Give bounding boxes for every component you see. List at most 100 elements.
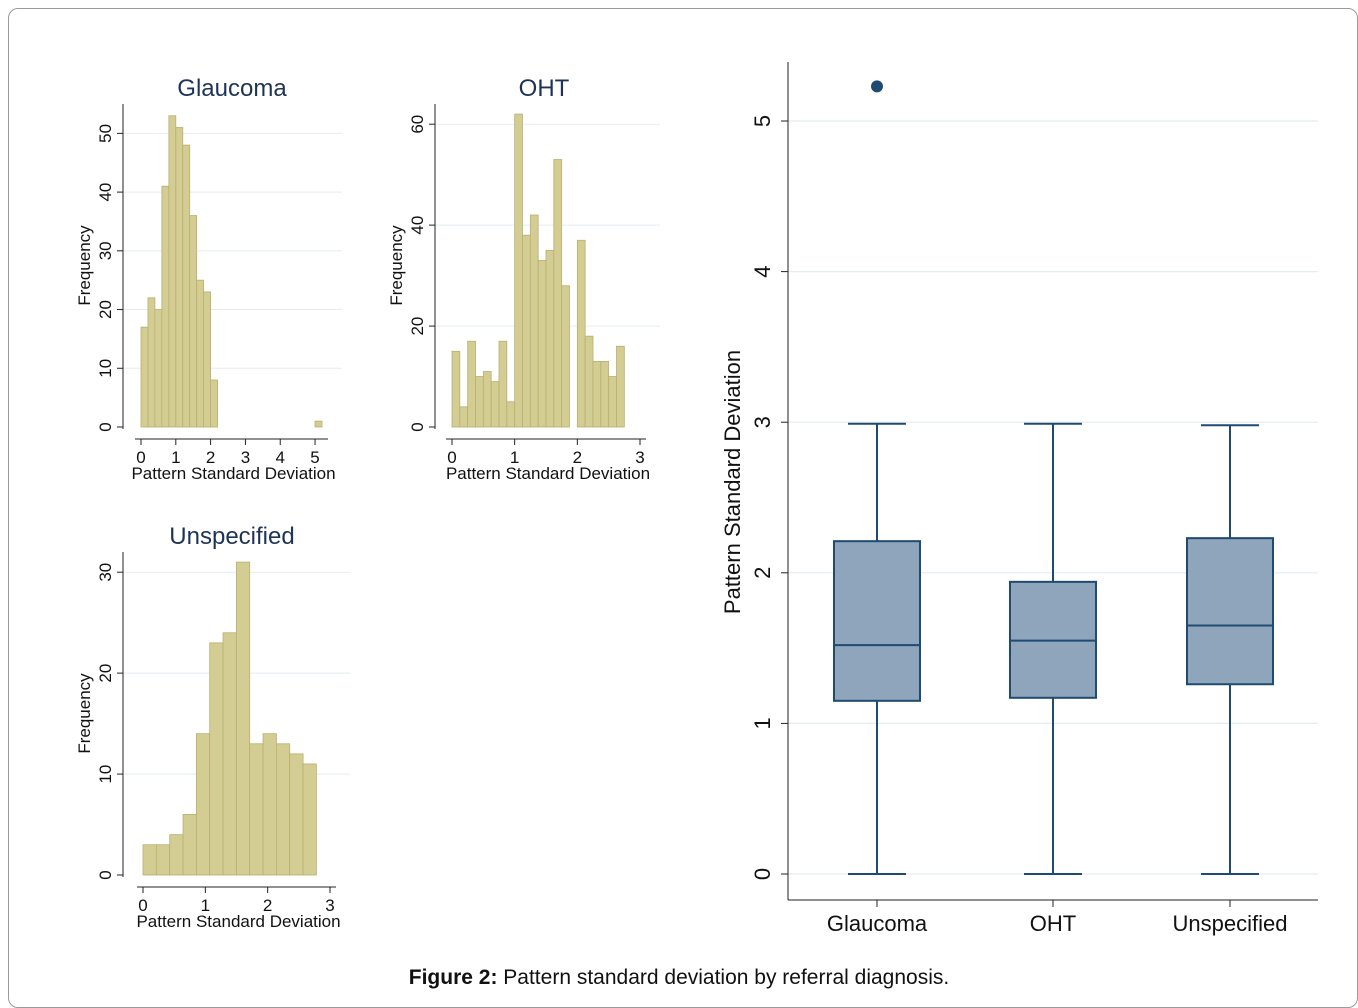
histogram-bar	[561, 285, 570, 428]
y-tick-label: 20	[96, 300, 115, 319]
x-tick-label: 0	[447, 448, 456, 467]
y-tick-label: 30	[96, 563, 115, 582]
x-tick-label: Unspecified	[1173, 911, 1288, 936]
caption-text: Pattern standard deviation by referral d…	[497, 966, 950, 989]
figure-caption: Figure 2: Pattern standard deviation by …	[0, 966, 1358, 990]
histogram-bar	[459, 406, 469, 428]
y-tick-label: 0	[96, 870, 115, 879]
histogram-bar	[222, 632, 237, 876]
histogram-bar	[210, 379, 218, 428]
histogram-bar	[140, 326, 149, 428]
y-tick-label: 20	[408, 317, 427, 336]
histogram-bar	[189, 215, 198, 428]
histogram-bar	[235, 561, 251, 876]
box-oht: OHT	[1009, 422, 1097, 936]
x-tick-label: 2	[263, 896, 272, 915]
histogram-bar	[482, 371, 492, 428]
y-axis-label: Frequency	[387, 225, 406, 306]
histogram-bar	[161, 185, 170, 428]
histogram-bar	[608, 376, 617, 428]
histogram-bar	[209, 642, 224, 876]
y-tick-label: 10	[96, 765, 115, 784]
y-tick-label: 0	[750, 868, 775, 880]
histogram-bar	[490, 381, 500, 428]
caption-label: Figure 2:	[408, 966, 498, 989]
histogram-unspecified: 0 10 20 30 0 1 2 3 Unspecified Pattern Standard D…	[75, 523, 350, 931]
histogram-bar	[182, 814, 197, 876]
y-tick-label: 4	[750, 265, 775, 277]
histogram-bar	[592, 360, 602, 428]
x-axis-label: Pattern Standard Deviation	[446, 464, 650, 483]
y-tick-label: 2	[750, 567, 775, 579]
chart-title: OHT	[519, 75, 570, 102]
histogram-bar	[514, 113, 523, 428]
y-tick-label: 30	[96, 241, 115, 260]
x-tick-label: 1	[201, 896, 210, 915]
histogram-bar	[168, 115, 177, 428]
x-tick-label: 2	[573, 448, 582, 467]
y-tick-label: 10	[96, 359, 115, 378]
x-tick-label: 5	[310, 448, 319, 467]
y-tick-label: 0	[96, 422, 115, 431]
histogram-bar	[249, 743, 264, 876]
histogram-bar	[475, 376, 484, 428]
x-tick-label: 1	[510, 448, 519, 467]
x-tick-label: Glaucoma	[827, 911, 928, 936]
y-tick-label: 1	[750, 717, 775, 729]
x-tick-label: 3	[635, 448, 644, 467]
histogram-bar	[451, 350, 461, 428]
box-unspecified: Unspecified	[1173, 424, 1288, 936]
histogram-glaucoma: 0 10 20 30 40 50 0 1 2 3 4 5 Glaucoma Pattern Standar…	[75, 75, 342, 483]
histogram-bar	[175, 127, 184, 428]
histogram-bar	[155, 844, 171, 876]
histogram-bar	[522, 234, 531, 428]
outlier-point	[871, 80, 883, 93]
iqr-box	[833, 540, 921, 702]
histogram-bar	[147, 297, 156, 428]
y-axis-label: Frequency	[75, 673, 94, 754]
histogram-bar	[262, 733, 277, 876]
x-tick-label: 0	[138, 896, 147, 915]
histogram-bar	[196, 279, 205, 428]
histogram-bar	[203, 291, 212, 428]
x-tick-label: OHT	[1030, 911, 1076, 936]
histogram-bar	[289, 753, 304, 876]
histogram-bar	[195, 733, 211, 876]
chart-title: Unspecified	[169, 523, 294, 550]
iqr-box	[1186, 537, 1274, 686]
x-tick-label: 0	[136, 448, 145, 467]
histogram-bar	[142, 844, 157, 876]
y-tick-label: 0	[408, 422, 427, 431]
x-axis-label: Pattern Standard Deviation	[131, 464, 335, 483]
x-tick-label: 4	[275, 448, 284, 467]
x-tick-label: 2	[206, 448, 215, 467]
box-glaucoma: Glaucoma	[827, 80, 928, 936]
histogram-bar	[498, 340, 508, 428]
histogram-bar	[182, 144, 191, 428]
x-tick-label: 1	[171, 448, 180, 467]
histogram-bar	[169, 834, 184, 876]
chart-title: Glaucoma	[177, 75, 287, 102]
x-tick-label: 3	[325, 896, 334, 915]
y-tick-label: 20	[96, 664, 115, 683]
y-tick-label: 40	[96, 183, 115, 202]
histogram-bar	[545, 249, 555, 428]
histogram-bar	[600, 360, 610, 428]
x-axis-label: Pattern Standard Deviation	[136, 912, 340, 931]
histogram-bar	[616, 345, 625, 428]
histogram-bar	[302, 763, 317, 876]
y-axis-label: Frequency	[75, 225, 94, 306]
histogram-bar	[584, 335, 594, 428]
boxplot: 0 1 2 3 4 5 Pattern Standard Deviation Glaucoma…	[720, 62, 1318, 936]
histogram-bar	[314, 420, 323, 428]
histogram-bar	[275, 743, 291, 876]
histogram-oht: 0 20 40 60 0 1 2 3 OHT Pattern Standard Deviation…	[387, 75, 660, 483]
histogram-bar	[529, 214, 539, 428]
histogram-bar	[576, 239, 586, 428]
y-axis-label: Pattern Standard Deviation	[720, 350, 745, 614]
y-tick-label: 3	[750, 416, 775, 428]
histogram-bar	[467, 340, 476, 428]
x-tick-label: 3	[241, 448, 250, 467]
histogram-bar	[553, 159, 563, 428]
